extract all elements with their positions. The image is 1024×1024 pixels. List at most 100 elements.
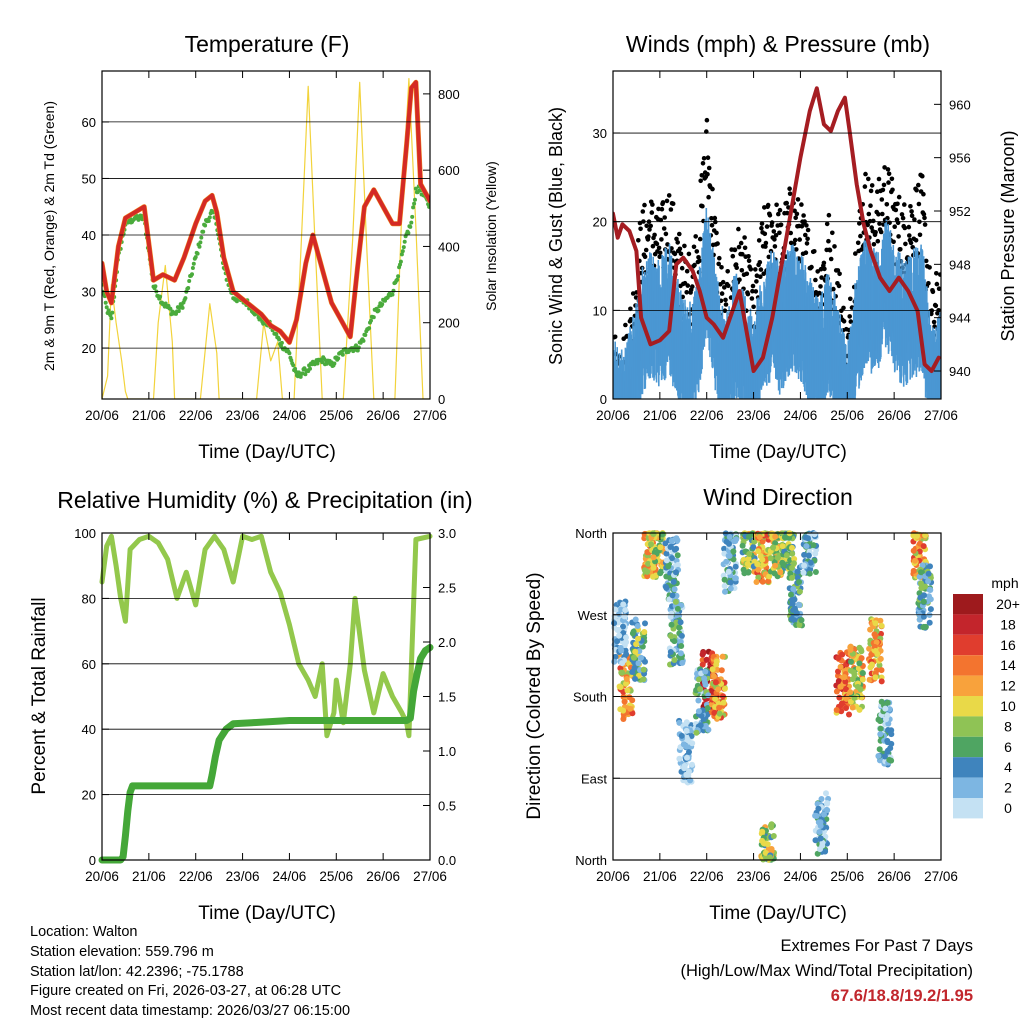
direction-point [696,676,702,683]
gust-point [748,267,754,272]
gust-point [644,223,649,229]
legend-swatch [953,716,983,737]
gust-point [740,251,745,257]
direction-panel: Wind Direction Time (Day/UTC) Direction … [524,484,1020,924]
direction-point [677,638,684,645]
dewpoint-point [287,351,292,356]
direction-point [679,659,686,666]
gust-point [799,224,805,229]
legend-swatch [953,675,983,696]
gust-point [886,171,892,177]
dewpoint-point [361,338,366,343]
gust-point [763,244,768,249]
direction-point [850,669,857,676]
direction-point [925,578,932,585]
gust-point [855,240,861,246]
gust-point [809,264,814,270]
gust-point [772,244,778,249]
direction-point [875,753,882,759]
gust-point [710,186,715,192]
gust-point [866,211,872,217]
direction-point [709,666,716,673]
rh-line [99,533,433,739]
direction-point [754,561,761,568]
gust-point [661,226,667,231]
gust-point [933,303,939,309]
humidity-y2tick-label: 0.5 [438,799,456,814]
dewpoint-point [203,223,208,228]
winds-plot [613,86,941,399]
direction-point [771,570,778,577]
temperature-ytick-label: 60 [82,115,96,130]
gust-point [678,251,684,257]
gust-point [725,269,730,274]
direction-point [857,646,864,653]
legend-label: 16 [1000,637,1016,653]
gust-point [873,230,878,235]
direction-point [859,670,866,677]
legend-title: mph [991,575,1018,591]
direction-point [704,705,711,711]
gust-point [804,223,809,228]
direction-point [629,630,636,637]
direction-point [843,705,849,711]
direction-point [753,579,760,585]
legend-swatch [953,614,983,635]
direction-point [632,648,639,655]
dewpoint-point [158,294,163,299]
gust-point [657,250,663,256]
direction-point [745,533,752,540]
gust-point [926,281,931,286]
direction-point [878,678,885,685]
gust-point [758,274,763,280]
gust-point [818,266,824,272]
dewpoint-point [177,305,182,310]
gust-point [899,212,905,217]
direction-point [821,811,827,818]
direction-point [702,681,709,688]
direction-point [727,579,734,586]
direction-point [686,749,692,755]
legend-label: 0 [1004,800,1012,816]
direction-ytick-label: South [573,690,607,705]
direction-point [699,651,706,658]
gust-point [920,173,925,179]
direction-point [801,551,808,558]
gust-point [722,285,727,290]
gust-point [766,254,772,260]
dewpoint-point [376,308,381,313]
direction-point [719,653,726,660]
direction-point [713,658,720,665]
direction-point [629,669,636,675]
gust-point [880,211,885,217]
direction-point [623,680,629,687]
temperature-xtick-label: 21/06 [132,408,166,423]
direction-point [796,588,803,595]
direction-point [856,660,863,667]
winds-y2tick-label: 948 [949,257,971,272]
humidity-plot [98,533,434,864]
direction-point [812,550,819,557]
direction-point [838,700,845,707]
gust-point [704,117,710,123]
gust-point [750,288,755,294]
gust-point [668,207,674,212]
direction-point [683,727,690,734]
direction-point [873,639,880,646]
gust-point [650,243,656,249]
direction-point [774,554,781,561]
direction-point [843,695,850,702]
dewpoint-point [398,259,403,264]
gust-point [879,197,885,202]
gust-point [898,247,903,252]
dewpoint-point [406,231,411,235]
dewpoint-point [320,360,325,365]
direction-point [839,651,846,658]
direction-point [703,656,710,663]
dewpoint-point [190,266,195,270]
direction-point [620,707,627,714]
dewpoint-point [410,214,415,219]
gust-point [650,202,655,207]
direction-point [730,556,737,563]
